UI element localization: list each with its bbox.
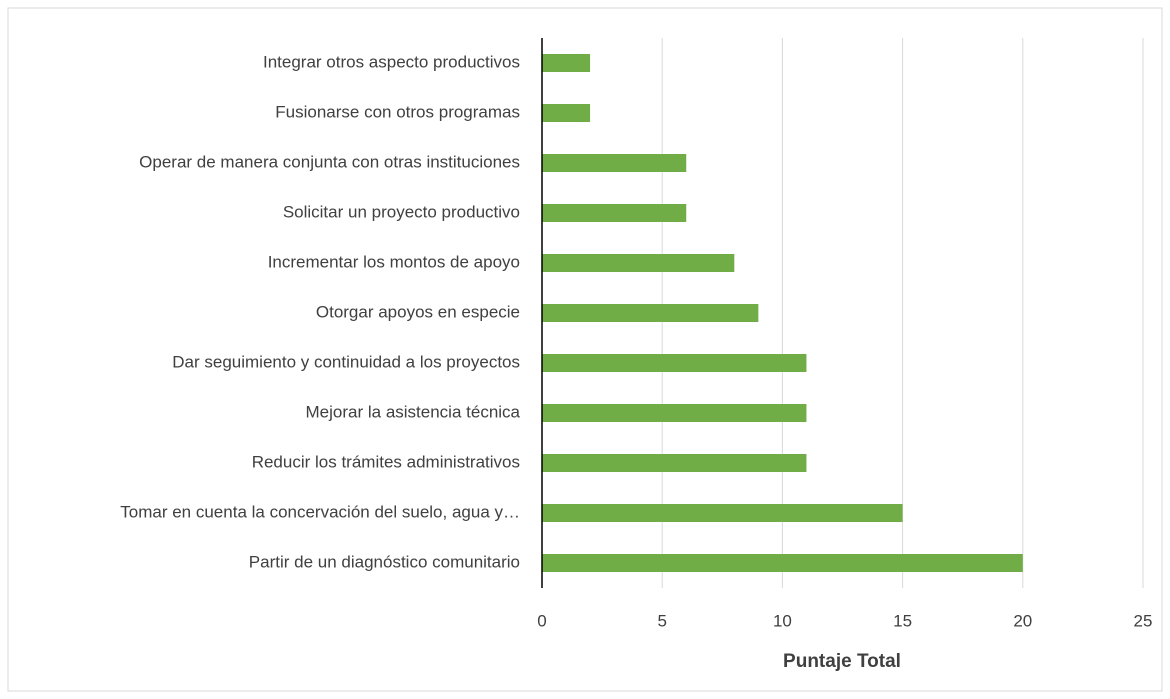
bar xyxy=(542,54,591,72)
bar xyxy=(542,254,735,272)
x-axis-label: Puntaje Total xyxy=(783,651,901,672)
x-tick-label: 15 xyxy=(893,611,912,630)
y-tick-label: Integrar otros aspecto productivos xyxy=(263,52,520,71)
bar xyxy=(542,104,591,122)
y-tick-label: Incrementar los montos de apoyo xyxy=(268,252,520,271)
x-tick-label: 25 xyxy=(1134,611,1153,630)
x-tick-label: 20 xyxy=(1013,611,1032,630)
y-tick-label: Otorgar apoyos en especie xyxy=(316,302,520,321)
x-tick-label: 0 xyxy=(537,611,546,630)
bar xyxy=(542,404,807,422)
x-tick-label: 10 xyxy=(773,611,792,630)
bar xyxy=(542,204,687,222)
y-tick-label: Solicitar un proyecto productivo xyxy=(283,202,520,221)
y-tick-label: Mejorar la asistencia técnica xyxy=(306,402,521,421)
y-tick-label: Fusionarse con otros programas xyxy=(275,102,520,121)
y-tick-label: Operar de manera conjunta con otras inst… xyxy=(139,152,520,171)
bar xyxy=(542,554,1023,572)
y-tick-label: Tomar en cuenta la concervación del suel… xyxy=(120,502,520,521)
bar xyxy=(542,504,903,522)
bar xyxy=(542,154,687,172)
bar xyxy=(542,454,807,472)
x-tick-label: 5 xyxy=(657,611,666,630)
y-tick-label: Reducir los trámites administrativos xyxy=(252,452,520,471)
bar xyxy=(542,304,759,322)
y-tick-label: Partir de un diagnóstico comunitario xyxy=(249,552,520,571)
y-tick-label: Dar seguimiento y continuidad a los proy… xyxy=(172,352,520,371)
bar xyxy=(542,354,807,372)
